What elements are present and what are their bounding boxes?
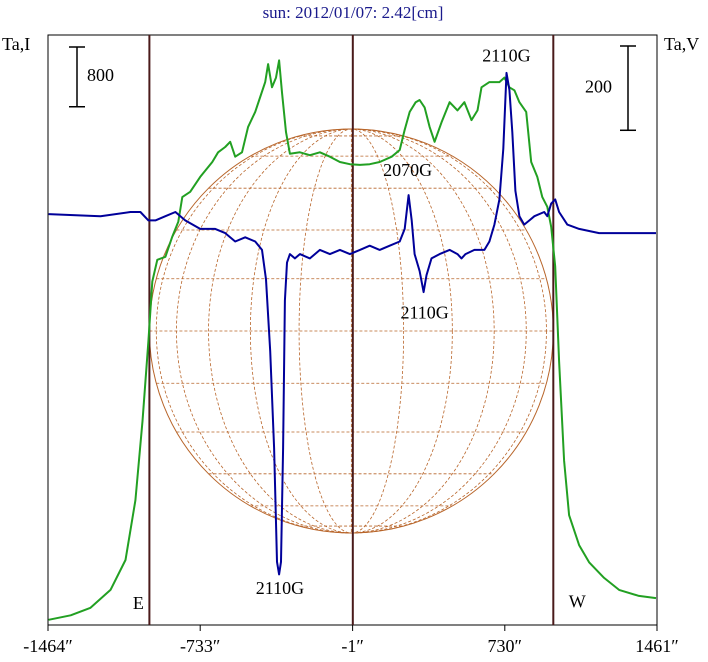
y-axis-label: Ta,I bbox=[2, 34, 30, 54]
annotation: 2110G bbox=[400, 302, 448, 322]
annotation: 2110G bbox=[256, 578, 304, 598]
y2-axis-label: Ta,V bbox=[664, 34, 699, 54]
annotation: E bbox=[133, 593, 144, 613]
x-tick-label: -733″ bbox=[180, 636, 221, 656]
series-line bbox=[48, 59, 657, 621]
chart-title: sun: 2012/01/07: 2.42[cm] bbox=[263, 3, 444, 22]
scale-bar-label: 200 bbox=[585, 76, 612, 96]
annotation: 2070G bbox=[383, 160, 432, 180]
annotation: 2110G bbox=[482, 46, 530, 66]
x-tick-label: 1461″ bbox=[635, 636, 679, 656]
x-tick-label: 730″ bbox=[488, 636, 523, 656]
scale-bar-label: 800 bbox=[87, 65, 114, 85]
x-tick-label: -1464″ bbox=[23, 636, 73, 656]
annotation: W bbox=[569, 591, 586, 611]
series-line bbox=[48, 71, 656, 576]
solar-disk-grid bbox=[148, 128, 554, 534]
x-tick-label: -1″ bbox=[341, 636, 364, 656]
